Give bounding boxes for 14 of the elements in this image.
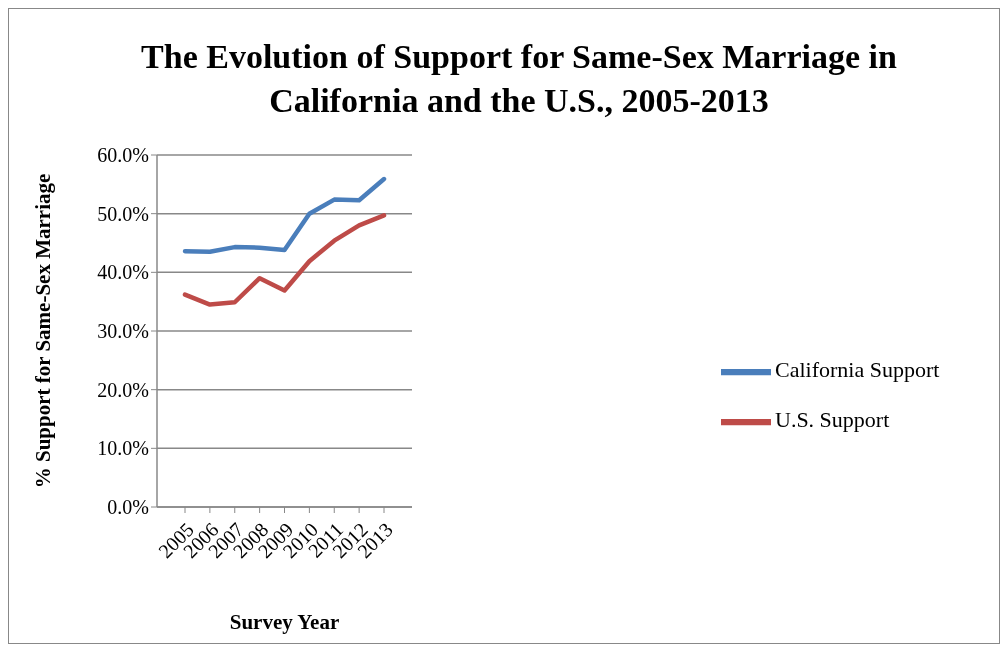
y-tick-label: 30.0% xyxy=(97,320,149,343)
y-tick-label: 60.0% xyxy=(97,144,149,167)
y-tick-label: 10.0% xyxy=(97,437,149,460)
text: The Evolution of Support for Same-Sex Marriage in California and the U.S., 2005-2013 xyxy=(140,37,898,121)
legend-label: U.S. Support xyxy=(775,407,890,433)
y-tick-label: 40.0% xyxy=(97,261,149,284)
y-tick-label: 20.0% xyxy=(97,378,149,401)
y-axis-title: % Support for Same-Sex Marriage xyxy=(31,173,56,489)
line-series xyxy=(182,176,387,255)
y-tick-label: 0.0% xyxy=(107,496,149,519)
y-tick-label: 50.0% xyxy=(97,202,149,225)
x-axis-title: Survey Year xyxy=(229,610,340,634)
legend-label: California Support xyxy=(775,357,940,383)
line-series xyxy=(182,213,387,307)
